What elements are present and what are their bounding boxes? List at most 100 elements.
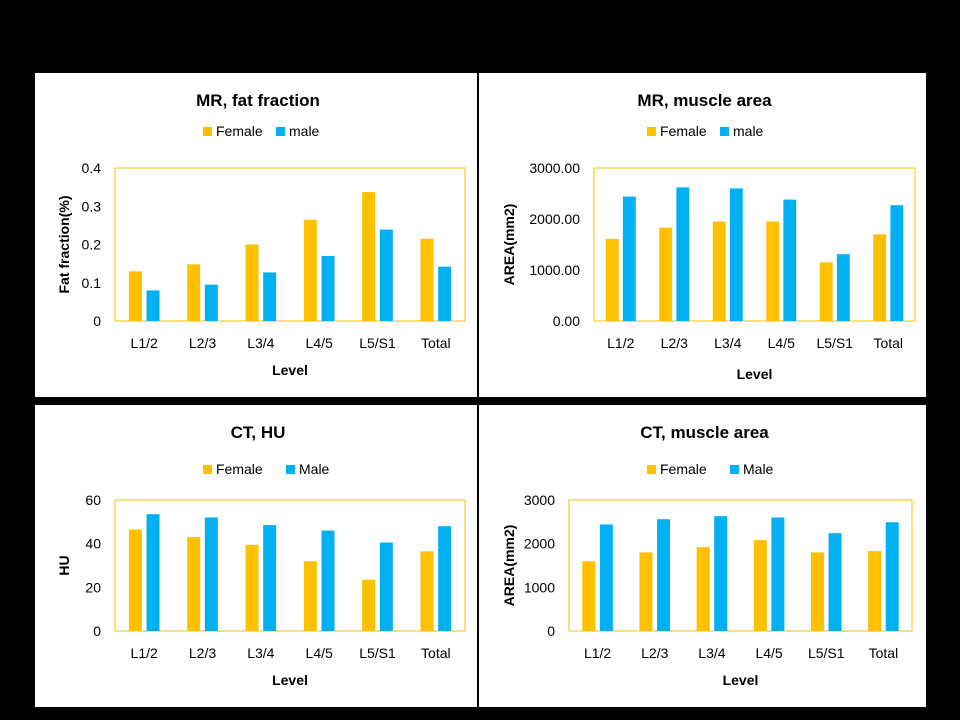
y-tick-label: 0.1: [82, 275, 102, 291]
legend-label-female: Female: [216, 461, 263, 477]
chart-panel-mr-muscle-area: MR, muscle area Female male 0.00 1000.00 2000…: [479, 73, 926, 397]
bar-male-l3-4: [714, 516, 728, 631]
bar-male-l5-s1: [379, 542, 393, 631]
chart-title: CT, muscle area: [640, 423, 769, 442]
y-tick-label: 0.00: [553, 313, 580, 329]
bar-male-l2-3: [676, 187, 690, 321]
x-tick-label: Total: [873, 335, 903, 351]
legend-swatch-male: [730, 465, 739, 474]
x-tick-label: L4/5: [755, 645, 782, 661]
bar-female-l1-2: [582, 561, 596, 631]
legend-label-male: Male: [743, 461, 774, 477]
bar-male-l4-5: [321, 255, 335, 321]
x-tick-label: L3/4: [698, 645, 725, 661]
bar-male-l5-s1: [379, 229, 393, 321]
y-tick-label: 60: [85, 492, 101, 508]
x-tick-label: Total: [421, 335, 451, 351]
bar-female-l2-3: [659, 227, 673, 321]
y-tick-label: 0: [93, 313, 101, 329]
bar-male-l3-4: [263, 525, 277, 631]
legend-swatch-female: [203, 127, 212, 136]
bar-female-l3-4: [245, 244, 259, 321]
bar-male-l1-2: [599, 524, 613, 631]
legend-label-female: Female: [660, 461, 707, 477]
bar-male-l5-s1: [828, 533, 842, 631]
x-tick-label: L1/2: [131, 335, 158, 351]
x-tick-label: L1/2: [607, 335, 634, 351]
x-tick-label: L5/S1: [359, 645, 396, 661]
bar-female-l1-2: [128, 271, 142, 321]
bar-male-total: [890, 205, 904, 321]
bar-female-total: [868, 551, 882, 631]
legend-label-male: male: [289, 123, 320, 139]
y-axis-label: AREA(mm2): [501, 525, 517, 607]
y-tick-label: 2000: [524, 536, 555, 552]
plot-area: [568, 499, 913, 632]
bar-male-l1-2: [146, 514, 160, 631]
y-tick-label: 1000: [524, 579, 555, 595]
y-tick-label: 3000.00: [529, 160, 580, 176]
legend-label-male: male: [733, 123, 764, 139]
legend-swatch-female: [647, 127, 656, 136]
bar-female-l1-2: [605, 238, 619, 321]
plot-area: [593, 167, 916, 322]
bar-female-l5-s1: [362, 192, 376, 321]
bar-female-l4-5: [766, 221, 780, 321]
chart-title: MR, fat fraction: [196, 91, 320, 110]
bar-female-l1-2: [128, 529, 142, 631]
y-tick-label: 1000.00: [529, 262, 580, 278]
bar-male-total: [438, 526, 452, 631]
bar-male-l2-3: [204, 517, 218, 631]
y-tick-label: 0: [93, 623, 101, 639]
chart-svg: MR, fat fraction Female male 0 0.1 0.2 0.3 0.4 F…: [56, 91, 466, 378]
bar-female-l4-5: [303, 561, 317, 631]
bar-female-l2-3: [187, 537, 201, 631]
legend-swatch-male: [276, 127, 285, 136]
y-axis-label: HU: [56, 555, 72, 575]
y-axis-label: AREA(mm2): [501, 204, 517, 286]
y-tick-label: 0: [547, 623, 555, 639]
chart-svg: CT, HU Female Male 0 20 40 60 HU L1/2 L2/3 L3/4 L4/…: [56, 423, 466, 688]
bar-female-l5-s1: [810, 552, 824, 631]
y-tick-label: 2000.00: [529, 211, 580, 227]
chart-title: MR, muscle area: [637, 91, 772, 110]
x-tick-label: L1/2: [131, 645, 158, 661]
legend-label-female: Female: [216, 123, 263, 139]
bar-female-l3-4: [245, 544, 259, 631]
x-tick-label: L5/S1: [359, 335, 396, 351]
x-axis-label: Level: [723, 672, 759, 688]
bar-male-l1-2: [146, 290, 160, 321]
y-axis-label: Fat fraction(%): [56, 196, 72, 294]
legend-swatch-female: [203, 465, 212, 474]
x-tick-label: L4/5: [768, 335, 795, 351]
x-tick-label: L3/4: [247, 335, 274, 351]
plot-area: [114, 167, 466, 322]
y-tick-label: 0.4: [82, 160, 102, 176]
chart-panel-mr-fat-fraction: MR, fat fraction Female male 0 0.1 0.2 0.3 0.4 F…: [35, 73, 477, 397]
x-tick-label: L4/5: [306, 335, 333, 351]
y-tick-label: 0.3: [82, 198, 102, 214]
y-tick-label: 3000: [524, 492, 555, 508]
bar-female-l2-3: [639, 552, 653, 631]
y-tick-label: 40: [85, 536, 101, 552]
bar-male-l5-s1: [836, 254, 850, 321]
x-tick-label: L2/3: [189, 645, 216, 661]
x-tick-label: L2/3: [641, 645, 668, 661]
bar-male-l4-5: [321, 530, 335, 631]
x-tick-label: L4/5: [306, 645, 333, 661]
legend-label-male: Male: [299, 461, 330, 477]
bar-male-l4-5: [783, 199, 797, 321]
x-axis-label: Level: [272, 362, 308, 378]
chart-svg: MR, muscle area Female male 0.00 1000.00 2000…: [501, 91, 916, 382]
bar-female-l5-s1: [362, 579, 376, 631]
x-tick-label: L2/3: [189, 335, 216, 351]
x-tick-label: L2/3: [661, 335, 688, 351]
legend-swatch-female: [647, 465, 656, 474]
x-tick-label: L5/S1: [808, 645, 845, 661]
bar-female-total: [420, 238, 434, 321]
y-tick-label: 20: [85, 579, 101, 595]
bar-male-total: [885, 522, 899, 631]
bar-female-l4-5: [303, 219, 317, 321]
bar-male-total: [438, 266, 452, 321]
x-tick-label: L3/4: [714, 335, 741, 351]
